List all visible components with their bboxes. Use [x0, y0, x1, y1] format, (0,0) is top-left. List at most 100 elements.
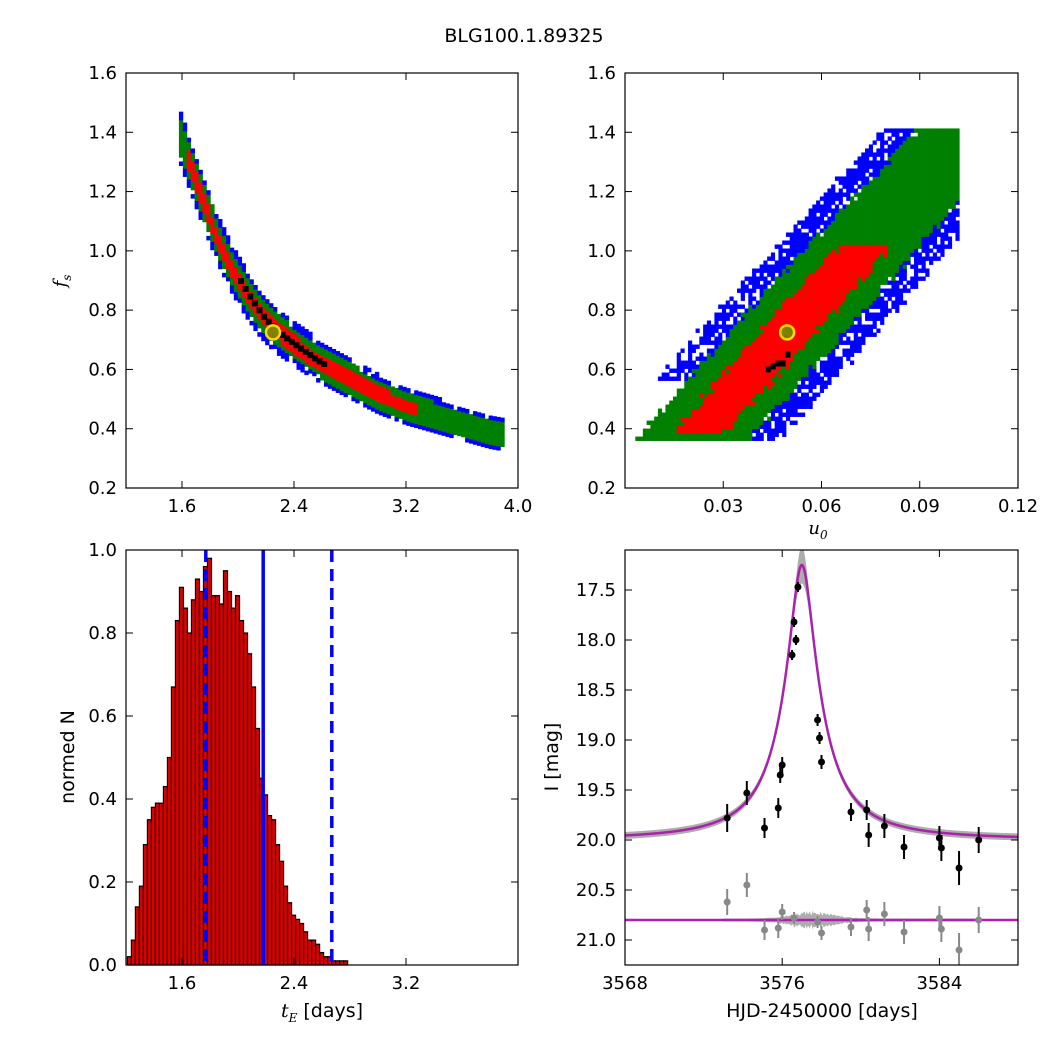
posterior-cell [343, 355, 348, 360]
posterior-cell [665, 412, 670, 417]
posterior-cell [816, 264, 821, 269]
ytick-label: 19.5 [576, 780, 616, 801]
posterior-cell [740, 408, 745, 413]
posterior-cell [351, 380, 356, 385]
data-point [792, 636, 800, 644]
posterior-cell [461, 407, 466, 413]
posterior-cell [429, 398, 435, 404]
posterior-cell [827, 188, 832, 193]
posterior-cell [910, 204, 915, 209]
posterior-cell [710, 424, 715, 429]
posterior-cell [721, 404, 727, 409]
posterior-cell [718, 396, 723, 401]
posterior-cell [834, 232, 840, 237]
posterior-cell [748, 328, 753, 333]
posterior-cell [759, 272, 764, 277]
posterior-cell [752, 332, 757, 337]
posterior-cell [492, 420, 497, 425]
posterior-cell [793, 276, 798, 281]
posterior-cell [699, 352, 704, 357]
posterior-cell [849, 184, 855, 189]
posterior-cell [721, 356, 727, 361]
posterior-cell [778, 408, 783, 413]
posterior-cell [729, 360, 734, 365]
posterior-cell [740, 412, 745, 417]
posterior-cell [249, 287, 254, 293]
posterior-cell [755, 352, 761, 357]
posterior-cell [929, 160, 934, 165]
posterior-cell [819, 276, 825, 281]
posterior-cell [763, 304, 768, 309]
best-chain-cell [316, 358, 323, 365]
posterior-cell [891, 208, 896, 213]
posterior-cell [891, 220, 896, 225]
posterior-cell [853, 328, 858, 333]
posterior-cell [940, 196, 945, 201]
posterior-cell [425, 414, 431, 419]
posterior-cell [936, 192, 941, 197]
posterior-cell [880, 316, 885, 321]
posterior-cell [891, 168, 896, 173]
posterior-cell [895, 132, 900, 137]
posterior-cell [849, 352, 855, 357]
posterior-cell [304, 333, 309, 338]
posterior-cell [331, 353, 337, 358]
posterior-cell [898, 292, 904, 297]
posterior-cell [237, 289, 243, 295]
posterior-cell [725, 372, 730, 377]
posterior-cell [853, 344, 858, 349]
posterior-cell [351, 392, 356, 398]
posterior-cell [793, 412, 798, 417]
posterior-cell [891, 264, 896, 269]
posterior-cell [865, 260, 870, 265]
posterior-cell [914, 172, 919, 177]
posterior-cell [868, 148, 873, 153]
posterior-cell [914, 216, 919, 221]
posterior-cell [744, 332, 749, 337]
posterior-cell [261, 336, 266, 342]
data-point [816, 734, 824, 742]
best-chain-cell [284, 335, 291, 342]
posterior-cell [831, 288, 836, 293]
posterior-cell [441, 410, 446, 416]
posterior-cell [872, 192, 877, 197]
posterior-cell [917, 240, 922, 245]
posterior-cell [932, 192, 938, 197]
posterior-cell [876, 316, 881, 321]
posterior-cell [684, 392, 689, 397]
posterior-cell [703, 332, 708, 337]
posterior-cell [823, 220, 828, 225]
posterior-cell [865, 284, 870, 289]
posterior-cell [245, 281, 250, 287]
posterior-cell [898, 136, 904, 141]
posterior-cell [789, 304, 794, 309]
posterior-cell [857, 212, 862, 217]
posterior-cell [819, 336, 825, 341]
posterior-cell [733, 428, 738, 433]
posterior-cell [410, 414, 415, 419]
posterior-cell [218, 252, 223, 257]
posterior-cell [308, 360, 313, 366]
posterior-cell [793, 420, 798, 425]
posterior-cell [846, 304, 851, 309]
posterior-cell [752, 364, 757, 369]
posterior-cell [774, 292, 779, 297]
posterior-cell [710, 436, 715, 441]
posterior-cell [363, 394, 368, 400]
posterior-cell [398, 393, 403, 399]
posterior-cell [876, 132, 881, 137]
posterior-cell [883, 244, 889, 249]
posterior-cell [759, 328, 764, 333]
posterior-cell [706, 332, 712, 337]
posterior-cell [857, 276, 862, 281]
posterior-cell [449, 421, 454, 426]
posterior-cell [669, 412, 674, 417]
posterior-cell [703, 356, 708, 361]
ytick-label: 17.5 [576, 580, 616, 601]
posterior-cell [955, 156, 960, 161]
posterior-cell [706, 324, 712, 329]
posterior-cell [812, 376, 817, 381]
posterior-cell [823, 244, 828, 249]
posterior-cell [947, 140, 953, 145]
posterior-cell [737, 424, 742, 429]
